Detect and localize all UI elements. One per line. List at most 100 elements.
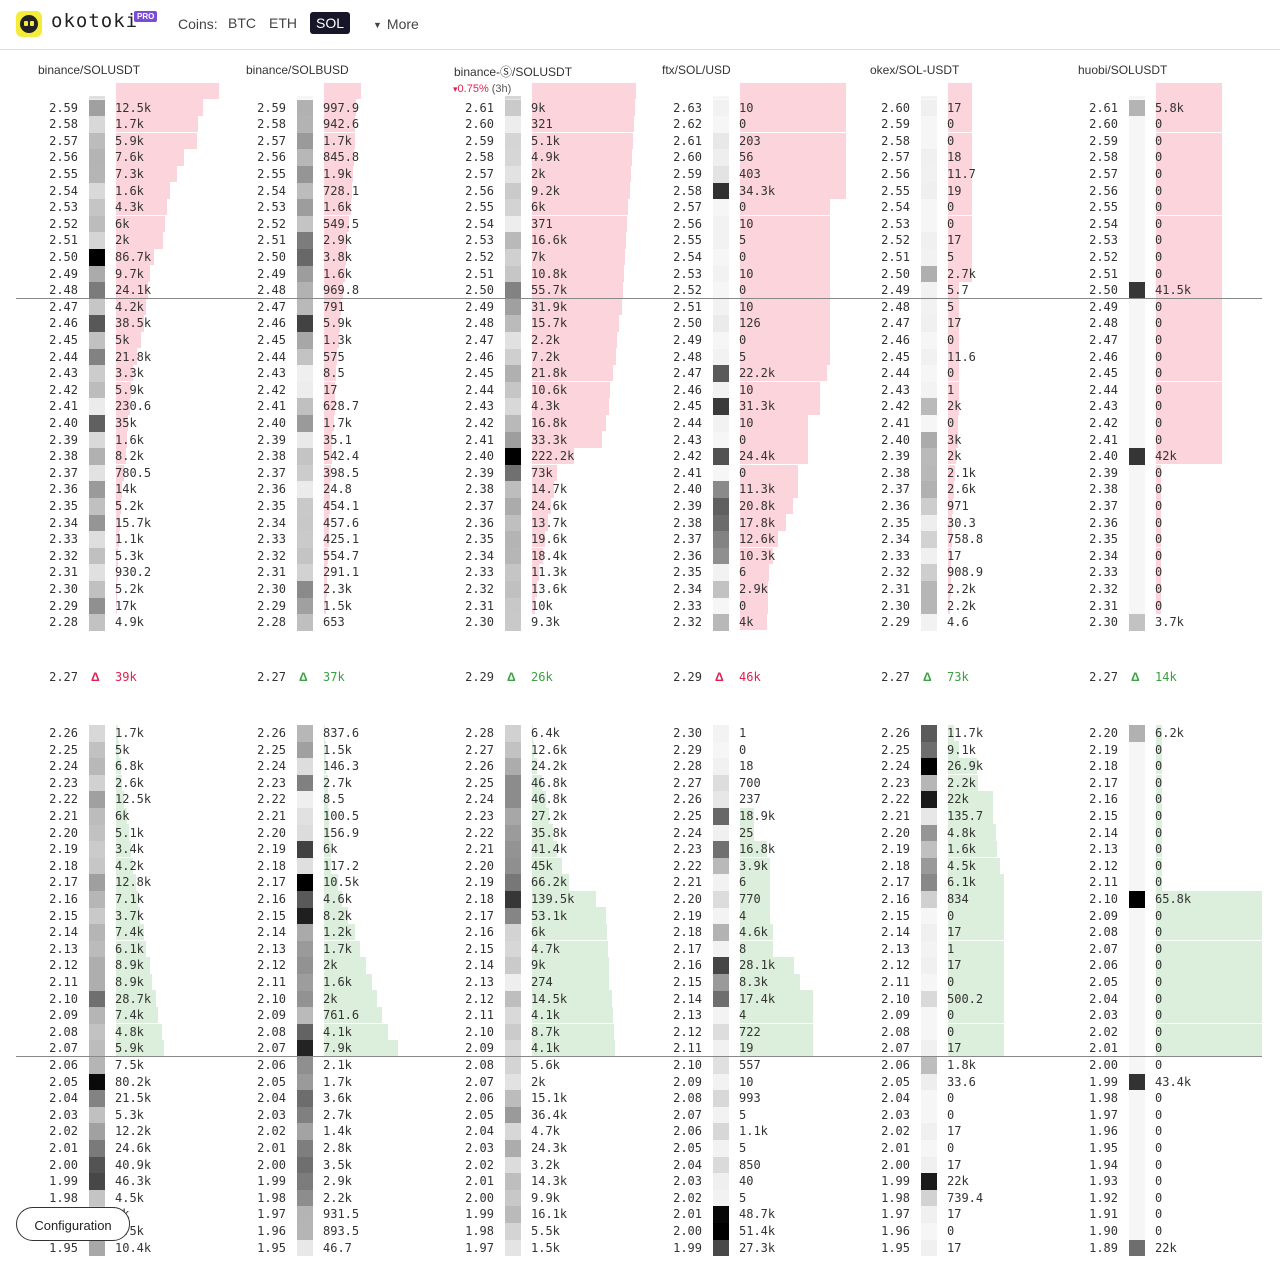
exchange-title[interactable]: binance-Ⓢ/SOLUSDT xyxy=(454,65,573,79)
price-level: 2.13 xyxy=(257,941,286,956)
bid-depth-bar xyxy=(324,940,360,958)
price-level: 2.48 xyxy=(881,299,910,314)
volume-delta: 73k xyxy=(947,670,969,684)
ask-depth-bar xyxy=(948,530,952,548)
price-level: 2.05 xyxy=(881,1074,910,1089)
price-level: 2.59 xyxy=(465,133,494,148)
volume-intensity-cell xyxy=(297,298,313,316)
price-level: 2.08 xyxy=(881,1024,910,1039)
price-level: 2.35 xyxy=(49,499,78,513)
price-level: 2.11 xyxy=(257,975,286,989)
coin-sol[interactable]: SOL xyxy=(310,12,351,34)
delta-down-icon: Δ xyxy=(715,670,724,684)
volume-intensity-cell xyxy=(713,365,729,382)
order-amount: 0 xyxy=(947,117,955,132)
volume-intensity-cell xyxy=(921,1073,937,1091)
order-amount: 1.6k xyxy=(323,200,352,215)
volume-intensity-cell xyxy=(1129,1090,1145,1107)
ask-depth-bar xyxy=(1156,497,1161,515)
more-coins-dropdown[interactable]: ▼ More xyxy=(373,16,419,32)
price-level: 2.19 xyxy=(465,875,494,890)
volume-intensity-cell xyxy=(505,990,521,1008)
bid-depth-bar xyxy=(740,957,794,974)
ask-depth-bar xyxy=(740,248,830,266)
brand-name[interactable]: okotoki xyxy=(51,10,139,32)
ask-depth-bar xyxy=(948,348,959,365)
price-level: 2.04 xyxy=(465,1124,494,1139)
bid-depth-bar xyxy=(324,857,331,875)
ask-depth-bar xyxy=(740,232,830,249)
order-amount: 5 xyxy=(947,250,955,264)
configuration-button[interactable]: Configuration xyxy=(16,1207,130,1241)
okotoki-logo-icon[interactable] xyxy=(16,11,42,37)
order-amount: 5k xyxy=(115,742,130,757)
order-amount: 10 xyxy=(739,299,754,314)
order-amount: 41.5k xyxy=(1155,283,1192,298)
order-amount: 5.1k xyxy=(115,825,144,840)
order-amount: 6.2k xyxy=(1155,726,1184,740)
volume-intensity-cell xyxy=(505,791,521,808)
price-level: 2.24 xyxy=(881,759,910,774)
price-level: 2.35 xyxy=(881,515,910,530)
price-level: 2.41 xyxy=(881,416,910,430)
order-amount: 0 xyxy=(1155,809,1163,823)
exchange-title[interactable]: binance/SOLUSDT xyxy=(38,63,141,77)
volume-intensity-cell xyxy=(921,1040,937,1057)
price-level: 2.12 xyxy=(673,1024,702,1039)
price-level: 2.50 xyxy=(673,316,702,331)
ask-depth-bar xyxy=(1156,182,1222,199)
order-amount: 0 xyxy=(1155,333,1163,347)
price-level: 2.46 xyxy=(257,316,286,331)
order-amount: 22k xyxy=(947,1174,969,1189)
ask-depth-bar xyxy=(324,182,352,199)
bid-depth-bar xyxy=(532,824,553,841)
coin-eth[interactable]: ETH xyxy=(269,15,297,31)
price-level: 2.34 xyxy=(673,582,702,596)
order-amount: 0 xyxy=(1155,842,1163,857)
price-level: 2.48 xyxy=(257,283,286,298)
order-amount: 3.8k xyxy=(323,250,352,264)
order-amount: 51.4k xyxy=(739,1224,776,1238)
volume-intensity-cell xyxy=(297,464,313,482)
order-amount: 1.7k xyxy=(323,133,352,148)
price-level: 2.49 xyxy=(257,266,286,281)
price-level: 2.22 xyxy=(49,792,78,807)
price-level: 2.31 xyxy=(257,565,286,580)
exchange-title[interactable]: huobi/SOLUSDT xyxy=(1078,63,1168,77)
exchange-title[interactable]: binance/SOLBUSD xyxy=(246,63,349,77)
volume-intensity-cell xyxy=(713,824,729,842)
price-level: 2.23 xyxy=(881,775,910,790)
price-level: 2.51 xyxy=(49,233,78,248)
order-amount: 0 xyxy=(1155,133,1163,148)
order-amount: 22k xyxy=(947,792,969,807)
exchange-title[interactable]: ftx/SOL/USD xyxy=(662,63,731,77)
order-amount: 0 xyxy=(1155,216,1163,231)
price-level: 2.29 xyxy=(49,598,78,613)
price-level: 2.27 xyxy=(673,775,702,790)
order-amount: 0 xyxy=(1155,908,1163,923)
order-amount: 2.6k xyxy=(947,482,976,497)
volume-intensity-cell xyxy=(713,564,729,581)
order-amount: 2.8k xyxy=(323,1141,352,1155)
price-level: 2.31 xyxy=(465,598,494,613)
volume-intensity-cell xyxy=(1129,957,1145,974)
order-amount: 942.6 xyxy=(323,117,360,132)
order-amount: 5.6k xyxy=(531,1058,560,1072)
volume-intensity-cell xyxy=(921,547,937,565)
bid-depth-bar xyxy=(948,757,977,775)
pro-badge: PRO xyxy=(134,11,158,22)
volume-intensity-cell xyxy=(505,1040,521,1057)
exchange-title[interactable]: okex/SOL-USDT xyxy=(870,63,960,77)
volume-intensity-cell xyxy=(505,381,521,399)
order-amount: 5 xyxy=(739,233,747,248)
volume-intensity-cell xyxy=(297,1223,313,1240)
price-level: 2.56 xyxy=(49,150,78,165)
ask-depth-bar xyxy=(324,580,327,598)
ask-depth-bar xyxy=(1156,149,1222,166)
price-level: 2.01 xyxy=(1089,1041,1118,1056)
coin-btc[interactable]: BTC xyxy=(228,15,256,31)
volume-intensity-cell xyxy=(89,1173,105,1190)
ask-depth-bar xyxy=(948,149,972,166)
price-level: 2.01 xyxy=(673,1207,702,1222)
order-amount: 4.5k xyxy=(947,858,976,873)
